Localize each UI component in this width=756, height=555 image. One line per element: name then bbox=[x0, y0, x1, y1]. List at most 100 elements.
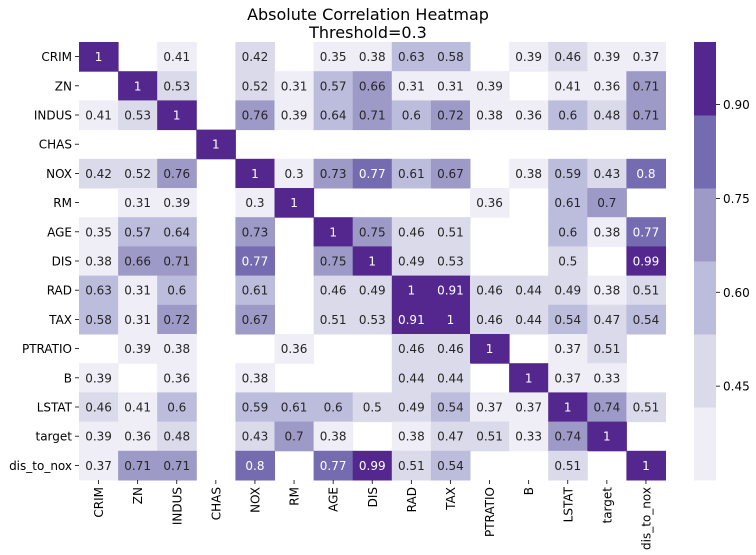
cell-value-label: 0.51 bbox=[320, 313, 347, 327]
cell-value-label: 0.99 bbox=[359, 459, 386, 473]
heatmap-cell-ptratio-rad bbox=[391, 334, 432, 364]
cell-value-label: 0.38 bbox=[242, 371, 269, 385]
heatmap-cell-indus-b bbox=[509, 100, 549, 131]
colorbar: 0.45 0.60 0.75 0.90 bbox=[694, 42, 750, 481]
cell-value-label: 0.33 bbox=[593, 371, 620, 385]
y-tick-label-tax: TAX bbox=[48, 313, 72, 327]
cell-value-label: 0.31 bbox=[124, 313, 151, 327]
colorbar-tick-label: 0.45 bbox=[723, 380, 750, 394]
cell-value-label: 0.46 bbox=[554, 50, 581, 64]
heatmap-cell-nox-nox bbox=[235, 158, 275, 189]
heatmap-cell-rad-indus bbox=[157, 275, 197, 306]
cell-value-label: 1 bbox=[290, 196, 298, 210]
heatmap-cell-crim-lstat bbox=[548, 42, 588, 72]
cell-value-label: 0.46 bbox=[476, 313, 503, 327]
heatmap-cell-nox-indus bbox=[157, 158, 197, 189]
heatmap-cell-tax-tax bbox=[430, 304, 471, 335]
heatmap-cell-age-crim bbox=[79, 217, 119, 247]
heatmap-cell-target-b bbox=[509, 421, 549, 452]
x-tick-label-b: B bbox=[522, 487, 536, 495]
heatmap-cell-age-zn bbox=[118, 217, 158, 247]
heatmap-cell-dis-to-nox-lstat bbox=[548, 450, 588, 481]
cell-value-label: 0.74 bbox=[554, 430, 581, 444]
heatmap-cell-dis-to-nox-zn bbox=[118, 450, 158, 481]
cell-value-label: 1 bbox=[642, 459, 650, 473]
x-tick-label-lstat: LSTAT bbox=[561, 486, 575, 522]
x-tick-label-zn: ZN bbox=[131, 487, 145, 504]
colorbar-segment bbox=[694, 406, 716, 481]
cell-value-label: 0.37 bbox=[633, 50, 660, 64]
cell-value-label: 0.5 bbox=[363, 401, 382, 415]
cell-value-label: 0.51 bbox=[476, 430, 503, 444]
heatmap-cell-dis-rad bbox=[391, 246, 432, 277]
heatmap-cell-lstat-dis bbox=[352, 392, 393, 423]
heatmap-cell-dis-to-nox-dis bbox=[352, 450, 393, 481]
cell-value-label: 0.51 bbox=[593, 342, 620, 356]
heatmap-cell-dis-dis bbox=[352, 246, 393, 277]
heatmap-cell-age-rad bbox=[391, 217, 432, 247]
heatmap-cell-indus-ptratio bbox=[470, 100, 510, 131]
heatmap-cell-rad-crim bbox=[79, 275, 119, 306]
cell-value-label: 0.38 bbox=[359, 50, 386, 64]
cell-value-label: 0.51 bbox=[437, 225, 464, 239]
cell-value-label: 0.71 bbox=[633, 109, 660, 123]
cell-value-label: 0.38 bbox=[163, 342, 190, 356]
cell-value-label: 0.71 bbox=[124, 459, 151, 473]
cell-value-label: 0.6 bbox=[558, 225, 577, 239]
y-tick-label-ptratio: PTRATIO bbox=[22, 342, 72, 356]
cell-value-label: 0.58 bbox=[437, 50, 464, 64]
cell-value-label: 0.76 bbox=[242, 109, 269, 123]
cell-value-label: 0.49 bbox=[398, 255, 425, 269]
cell-value-label: 0.59 bbox=[554, 167, 581, 181]
heatmap-cell-rm-nox bbox=[235, 188, 275, 218]
heatmap-cell-labels: 1 0.41 0.42 0.35 0.38 0.63 0.58 0.39 0.46 0.39 0.3… bbox=[85, 50, 659, 473]
heatmap-cell-b-lstat bbox=[548, 363, 588, 393]
cell-value-label: 0.43 bbox=[242, 430, 269, 444]
heatmap-cell-tax-age bbox=[313, 304, 354, 335]
cell-value-label: 0.61 bbox=[398, 167, 425, 181]
cell-value-label: 0.49 bbox=[359, 284, 386, 298]
heatmap-cell-rad-age bbox=[313, 275, 354, 306]
heatmap-cell-rad-nox bbox=[235, 275, 275, 306]
heatmap-cell-target-age bbox=[313, 421, 354, 452]
cell-value-label: 0.77 bbox=[320, 459, 347, 473]
y-tick-label-lstat: LSTAT bbox=[37, 401, 73, 415]
chart-title: Absolute Correlation Heatmap bbox=[247, 5, 489, 24]
heatmap-cell-tax-crim bbox=[79, 304, 119, 335]
y-tick-label-age: AGE bbox=[47, 225, 72, 239]
heatmap-cell-age-age bbox=[313, 217, 354, 247]
cell-value-label: 0.71 bbox=[633, 79, 660, 93]
heatmap-cell-dis-to-nox-crim bbox=[79, 450, 119, 481]
heatmap-cell-age-dis bbox=[352, 217, 393, 247]
cell-value-label: 0.67 bbox=[437, 167, 464, 181]
cell-value-label: 0.41 bbox=[554, 79, 581, 93]
cell-value-label: 0.38 bbox=[476, 109, 503, 123]
cell-value-label: 0.71 bbox=[359, 109, 386, 123]
cell-value-label: 0.39 bbox=[85, 430, 112, 444]
cell-value-label: 0.3 bbox=[245, 196, 264, 210]
heatmap-cell-indus-dis bbox=[352, 100, 393, 131]
cell-value-label: 0.36 bbox=[124, 430, 151, 444]
heatmap-cell-rad-dis bbox=[352, 275, 393, 306]
heatmap-cell-indus-target bbox=[587, 100, 627, 131]
heatmap-cell-target-tax bbox=[430, 421, 471, 452]
cell-value-label: 0.54 bbox=[554, 313, 581, 327]
cell-value-label: 0.38 bbox=[85, 255, 112, 269]
heatmap-cell-target-ptratio bbox=[470, 421, 510, 452]
heatmap-cell-nox-tax bbox=[430, 158, 471, 189]
heatmap-cell-nox-zn bbox=[118, 158, 158, 189]
heatmap-cell-crim-tax bbox=[430, 42, 471, 72]
cell-value-label: 0.51 bbox=[554, 459, 581, 473]
cell-value-label: 0.76 bbox=[163, 167, 190, 181]
heatmap-cell-zn-age bbox=[313, 71, 354, 101]
cell-value-label: 0.41 bbox=[163, 50, 190, 64]
heatmap-cell-nox-target bbox=[587, 158, 627, 189]
heatmap-cell-tax-zn bbox=[118, 304, 158, 335]
heatmap-cell-rm-rm bbox=[274, 188, 315, 218]
heatmap-cell-crim-crim bbox=[79, 42, 119, 72]
heatmap-cell-age-tax bbox=[430, 217, 471, 247]
cell-value-label: 0.6 bbox=[167, 401, 186, 415]
heatmap-cell-indus-rad bbox=[391, 100, 432, 131]
heatmap-cell-age-lstat bbox=[548, 217, 588, 247]
heatmap-cell-target-rad bbox=[391, 421, 432, 452]
